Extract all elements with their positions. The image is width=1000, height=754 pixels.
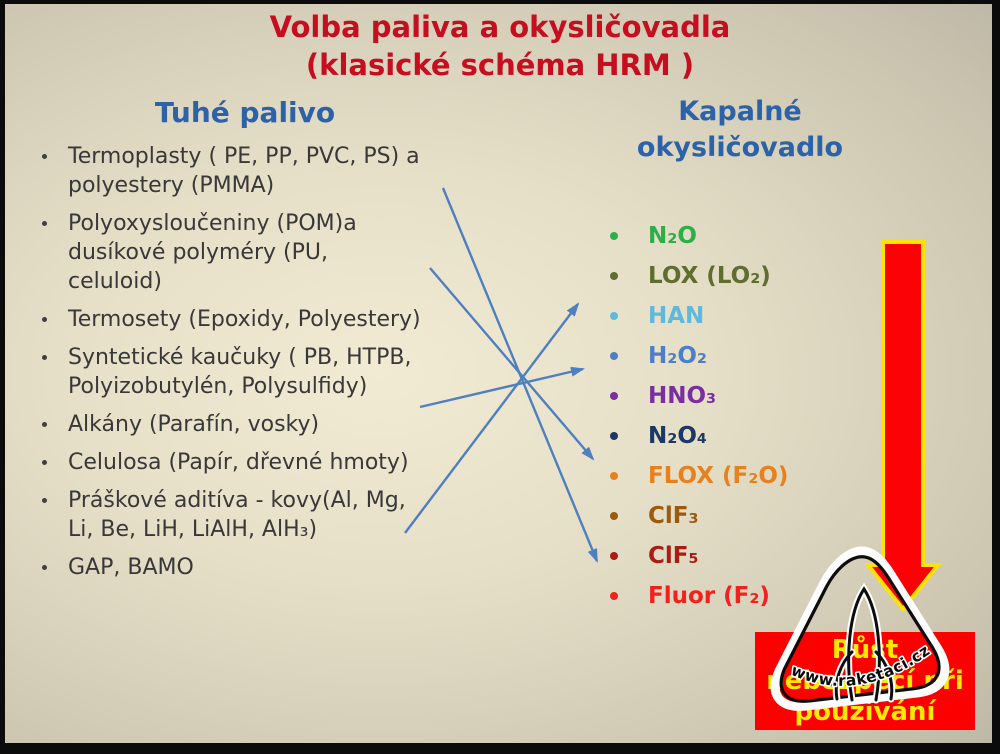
fuel-item-label: Polyoxysloučeniny (POM)a dusíkové polymé… <box>68 211 357 294</box>
oxidizer-label: H₂O₂ <box>648 343 707 369</box>
oxidizer-item: LOX (LO₂) <box>600 256 900 296</box>
fuel-item-label: Práškové aditíva - kovy(Al, Mg, Li, Be, … <box>68 488 406 542</box>
fuel-item: GAP, BAMO <box>30 553 423 582</box>
bullet-icon <box>610 472 618 480</box>
fuel-item-label: Celulosa (Papír, dřevné hmoty) <box>68 450 409 475</box>
oxidizer-item: H₂O₂ <box>600 336 900 376</box>
bullet-icon <box>42 422 47 427</box>
fuel-item-label: GAP, BAMO <box>68 555 194 580</box>
oxidizer-item: HNO₃ <box>600 376 900 416</box>
oxidizer-label: N₂O₄ <box>648 423 707 449</box>
oxidizer-label: LOX (LO₂) <box>648 263 771 289</box>
bullet-icon <box>610 392 618 400</box>
oxidizer-item: ClF₅ <box>600 536 900 576</box>
bullet-icon <box>610 232 618 240</box>
fuel-item: Termoplasty ( PE, PP, PVC, PS) a polyest… <box>30 142 423 200</box>
oxidizer-item: N₂O <box>600 216 900 256</box>
fuel-item: Termosety (Epoxidy, Polyestery) <box>30 305 423 334</box>
slide-title-line2: (klasické schéma HRM ) <box>305 48 695 82</box>
bullet-icon <box>42 460 47 465</box>
bullet-icon <box>610 432 618 440</box>
oxidizer-label: N₂O <box>648 223 697 249</box>
slide-title: Volba paliva a okysličovadla (klasické s… <box>0 8 1000 84</box>
slide-title-line1: Volba paliva a okysličovadla <box>269 10 731 44</box>
oxidizer-item: FLOX (F₂O) <box>600 456 900 496</box>
bullet-icon <box>610 272 618 280</box>
oxidizer-label: Fluor (F₂) <box>648 583 770 609</box>
fuel-item-label: Termoplasty ( PE, PP, PVC, PS) a polyest… <box>68 144 420 198</box>
bullet-icon <box>610 552 618 560</box>
oxidizer-item: Fluor (F₂) <box>600 576 900 616</box>
bullet-icon <box>610 512 618 520</box>
oxidizer-item: N₂O₄ <box>600 416 900 456</box>
solid-fuel-list: Termoplasty ( PE, PP, PVC, PS) a polyest… <box>30 142 423 591</box>
fuel-item: Syntetické kaučuky ( PB, HTPB, Polyizobu… <box>30 343 423 401</box>
fuel-item: Celulosa (Papír, dřevné hmoty) <box>30 448 423 477</box>
bullet-icon <box>42 498 47 503</box>
oxidizer-label: HAN <box>648 303 705 329</box>
danger-box-line1: Růst <box>831 635 899 665</box>
fuel-item: Práškové aditíva - kovy(Al, Mg, Li, Be, … <box>30 486 423 544</box>
oxidizer-label: FLOX (F₂O) <box>648 463 789 489</box>
oxidizer-list: N₂O LOX (LO₂) HAN H₂O₂ HNO₃ N₂O₄ FLOX (F… <box>600 216 900 616</box>
bullet-icon <box>42 317 47 322</box>
bullet-icon <box>42 355 47 360</box>
bullet-icon <box>42 565 47 570</box>
oxidizer-label: ClF₃ <box>648 503 699 529</box>
bullet-icon <box>610 592 618 600</box>
oxidizer-label: HNO₃ <box>648 383 717 409</box>
fuel-item: Alkány (Parafín, vosky) <box>30 410 423 439</box>
fuel-item-label: Termosety (Epoxidy, Polyestery) <box>68 307 421 332</box>
bullet-icon <box>610 312 618 320</box>
oxidizer-item: HAN <box>600 296 900 336</box>
fuel-item-label: Alkány (Parafín, vosky) <box>68 412 320 437</box>
solid-fuel-heading: Tuhé palivo <box>154 96 336 129</box>
bullet-icon <box>610 352 618 360</box>
fuel-item-label: Syntetické kaučuky ( PB, HTPB, Polyizobu… <box>68 345 412 399</box>
bullet-icon <box>42 154 47 159</box>
danger-box-line3: používání <box>794 697 936 727</box>
oxidizer-label: ClF₅ <box>648 543 699 569</box>
danger-box: Růst nebezpečí při používání <box>755 632 975 730</box>
bullet-icon <box>42 221 47 226</box>
danger-box-line2: nebezpečí při <box>766 666 964 696</box>
oxidizer-item: ClF₃ <box>600 496 900 536</box>
oxidizer-heading: Kapalné okysličovadlo <box>636 96 844 163</box>
fuel-item: Polyoxysloučeniny (POM)a dusíkové polymé… <box>30 209 423 296</box>
